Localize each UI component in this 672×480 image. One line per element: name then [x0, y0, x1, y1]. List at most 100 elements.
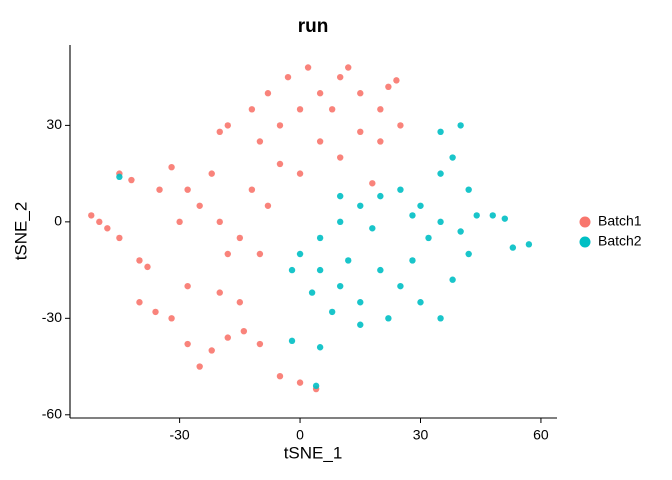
point [409, 212, 416, 219]
point [501, 215, 509, 222]
point [409, 257, 416, 264]
point [357, 128, 364, 136]
point [397, 186, 404, 193]
point [216, 289, 223, 296]
point [116, 234, 123, 242]
point [393, 77, 400, 84]
legend-marker [579, 236, 591, 248]
chart-title: run [298, 16, 329, 37]
point [357, 90, 364, 97]
point [236, 234, 244, 242]
point [216, 128, 223, 136]
point [437, 170, 444, 177]
point [397, 282, 404, 290]
point [377, 266, 384, 274]
point [308, 289, 316, 296]
point [316, 138, 324, 145]
point [248, 106, 256, 113]
legend-label: Batch2 [598, 233, 642, 249]
point [336, 154, 344, 161]
point [437, 218, 444, 226]
point [473, 212, 480, 219]
legend-label: Batch1 [598, 213, 642, 229]
y-tick-label: 30 [46, 116, 62, 132]
point [208, 347, 215, 354]
y-axis-title: tSNE_2 [11, 202, 30, 261]
legend-marker [579, 216, 591, 228]
point [336, 282, 344, 290]
point [509, 244, 517, 251]
point [336, 73, 344, 81]
point [152, 308, 159, 316]
point [136, 257, 143, 264]
point [184, 186, 191, 193]
point [457, 122, 464, 129]
point [184, 282, 191, 290]
point [336, 192, 344, 200]
point [357, 202, 364, 209]
point [224, 334, 231, 341]
x-tick-label: 30 [413, 427, 429, 443]
point [385, 315, 392, 322]
y-tick-label: -60 [42, 405, 62, 421]
point [116, 173, 123, 181]
point [88, 212, 95, 219]
point [236, 299, 244, 306]
point [156, 186, 163, 193]
point [437, 128, 444, 136]
point [345, 64, 352, 71]
point [224, 250, 231, 258]
point [369, 225, 376, 232]
point [296, 379, 304, 386]
point [385, 83, 392, 91]
point [316, 90, 324, 97]
point [284, 73, 292, 81]
point [437, 315, 444, 322]
point [276, 372, 284, 380]
point [328, 308, 336, 316]
point [316, 234, 324, 242]
point [224, 122, 231, 129]
point [168, 163, 175, 171]
point [288, 266, 296, 274]
point [449, 154, 456, 161]
point [136, 299, 143, 306]
point [397, 122, 404, 129]
point [425, 234, 432, 242]
point [465, 186, 472, 193]
x-axis-title: tSNE_1 [284, 443, 343, 462]
point [144, 263, 151, 271]
point [457, 228, 464, 235]
point [369, 180, 376, 187]
point [288, 337, 296, 345]
point [184, 340, 191, 348]
point [96, 218, 103, 226]
point [465, 250, 472, 258]
point [248, 186, 256, 193]
point [304, 64, 312, 71]
point [264, 202, 272, 209]
point [196, 363, 203, 370]
point [357, 321, 364, 328]
points [88, 64, 533, 393]
x-tick-label: 0 [296, 427, 304, 443]
point [312, 382, 320, 390]
point [276, 122, 284, 129]
point [296, 170, 304, 177]
y-tick-label: 0 [54, 213, 62, 229]
point [449, 276, 456, 283]
x-tick-label: -30 [169, 427, 189, 443]
y-tick-label: -30 [42, 309, 62, 325]
point [240, 327, 248, 335]
point [296, 106, 304, 113]
point [377, 106, 384, 113]
point [104, 225, 111, 232]
point [216, 218, 223, 226]
point [208, 170, 215, 177]
point [276, 160, 284, 168]
point [256, 138, 264, 145]
point [417, 299, 424, 306]
point [256, 340, 264, 348]
point [176, 218, 183, 226]
point [316, 344, 324, 351]
